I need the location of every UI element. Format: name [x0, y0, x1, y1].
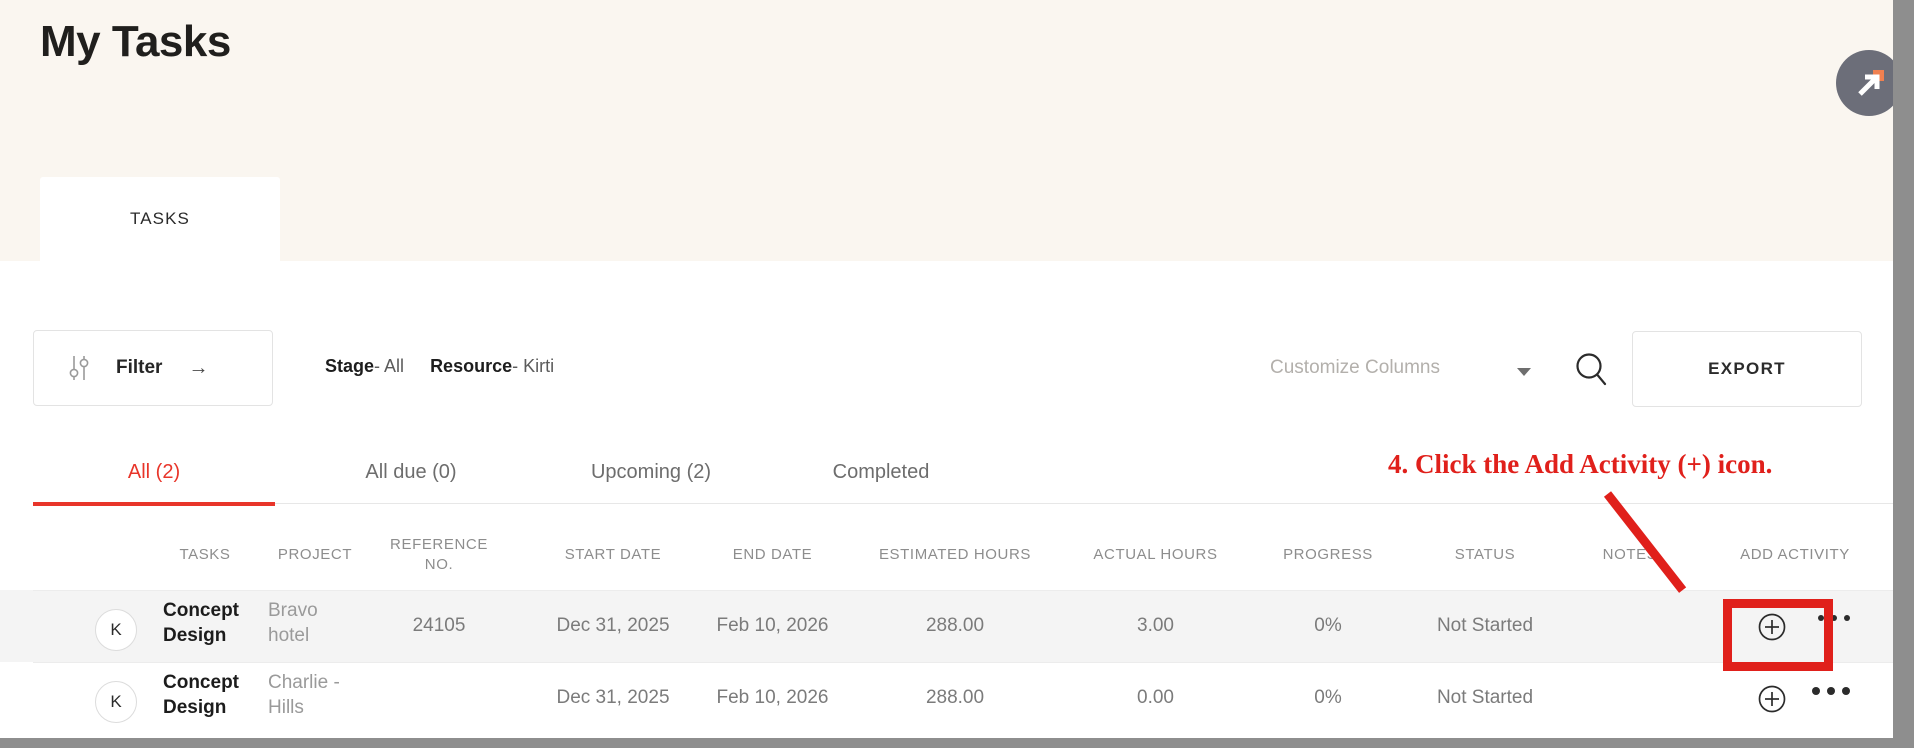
active-filter-chips: Stage- All Resource- Kirti: [325, 356, 554, 377]
tab-tasks-label: TASKS: [130, 209, 190, 228]
search-icon[interactable]: [1573, 351, 1611, 389]
annotation-text: 4. Click the Add Activity (+) icon.: [1388, 449, 1773, 479]
horizontal-scrollbar[interactable]: [0, 738, 1893, 748]
cell-start-date: Dec 31, 2025: [556, 687, 670, 708]
filter-button-label: Filter: [116, 357, 163, 378]
col-header-reference-no[interactable]: REFERENCE NO.: [390, 535, 488, 573]
cell-progress: 0%: [1314, 615, 1342, 636]
filter-chip-stage-label: Stage: [325, 356, 375, 376]
add-activity-plus-icon[interactable]: [1757, 684, 1787, 714]
expand-arrow-button[interactable]: [1836, 50, 1902, 116]
cell-project: Bravo hotel: [268, 600, 318, 647]
page-title: My Tasks: [40, 17, 231, 66]
cell-estimated-hours: 288.00: [925, 687, 985, 708]
filter-chip-resource-sep: -: [512, 356, 519, 376]
col-header-end-date[interactable]: END DATE: [732, 545, 813, 563]
vertical-scrollbar[interactable]: [1893, 0, 1914, 748]
col-header-progress[interactable]: PROGRESS: [1283, 545, 1373, 563]
col-header-notes[interactable]: NOTES: [1602, 545, 1658, 563]
chevron-down-icon[interactable]: [1517, 368, 1531, 376]
active-tab-underline: [33, 502, 275, 506]
cell-estimated-hours: 288.00: [925, 615, 985, 636]
page-header: My Tasks TASKS: [0, 0, 1902, 261]
status-tabs: All (2) All due (0) Upcoming (2) Complet…: [0, 440, 1893, 520]
col-header-project[interactable]: PROJECT: [277, 545, 353, 563]
col-header-tasks[interactable]: TASKS: [179, 545, 231, 563]
table-row[interactable]: K Concept Design Charlie - Hills Dec 31,…: [0, 662, 1893, 734]
cell-notes: [1570, 590, 1690, 662]
filter-chip-stage[interactable]: Stage- All: [325, 356, 404, 377]
cell-task: Concept Design: [163, 672, 239, 719]
col-header-add-activity[interactable]: ADD ACTIVITY: [1740, 545, 1850, 563]
filter-button[interactable]: Filter →: [33, 330, 273, 406]
arrow-up-right-icon: [1858, 70, 1884, 96]
tab-upcoming[interactable]: Upcoming (2): [590, 460, 712, 483]
tabs-divider: [275, 503, 1893, 504]
customize-columns-select[interactable]: Customize Columns: [1270, 357, 1440, 378]
row-menu-icon[interactable]: [1812, 687, 1850, 695]
filter-chip-stage-sep: -: [374, 356, 381, 376]
table-row[interactable]: K Concept Design Bravo hotel 24105 Dec 3…: [0, 590, 1893, 662]
arrow-right-icon: →: [188, 357, 209, 379]
add-activity-plus-icon[interactable]: [1757, 612, 1787, 642]
tab-all-due[interactable]: All due (0): [365, 460, 457, 483]
filter-chip-resource-value: Kirti: [523, 356, 555, 376]
table-header-row: TASKS PROJECT REFERENCE NO. START DATE E…: [0, 520, 1893, 590]
col-header-start-date[interactable]: START DATE: [564, 545, 662, 563]
row-divider: [33, 662, 1893, 663]
filter-chip-resource-label: Resource: [430, 356, 513, 376]
cell-project: Charlie - Hills: [268, 672, 340, 719]
cell-status: Not Started: [1436, 615, 1534, 636]
cell-progress: 0%: [1314, 687, 1342, 708]
row-divider: [33, 590, 1893, 591]
cell-end-date: Feb 10, 2026: [716, 687, 829, 708]
annotation-highlight-box: [1723, 599, 1833, 671]
export-button[interactable]: EXPORT: [1632, 331, 1862, 407]
avatar: K: [95, 609, 137, 651]
cell-notes: [1570, 662, 1690, 734]
tasks-table: TASKS PROJECT REFERENCE NO. START DATE E…: [0, 520, 1893, 734]
col-header-estimated-hours[interactable]: ESTIMATED HOURS: [878, 545, 1032, 563]
filter-chip-resource[interactable]: Resource- Kirti: [430, 356, 554, 377]
cell-task: Concept Design: [163, 600, 239, 647]
cell-actual-hours: 0.00: [1137, 687, 1174, 708]
col-header-status[interactable]: STATUS: [1454, 545, 1516, 563]
filter-chip-stage-value: All: [384, 356, 405, 376]
avatar: K: [95, 681, 137, 723]
cell-end-date: Feb 10, 2026: [716, 615, 829, 636]
cell-reference-no: [378, 662, 500, 734]
cell-start-date: Dec 31, 2025: [556, 615, 670, 636]
sliders-icon: [69, 356, 89, 380]
row-menu-icon[interactable]: [1818, 615, 1850, 621]
cell-actual-hours: 3.00: [1137, 615, 1174, 636]
tab-completed[interactable]: Completed: [832, 460, 930, 483]
tab-all[interactable]: All (2): [127, 460, 181, 483]
col-header-actual-hours[interactable]: ACTUAL HOURS: [1093, 545, 1218, 563]
cell-reference-no: 24105: [412, 615, 466, 636]
cell-status: Not Started: [1436, 687, 1534, 708]
filter-toolbar: Filter → Stage- All Resource- Kirti Cust…: [0, 261, 1893, 407]
tab-tasks[interactable]: TASKS: [40, 177, 280, 261]
